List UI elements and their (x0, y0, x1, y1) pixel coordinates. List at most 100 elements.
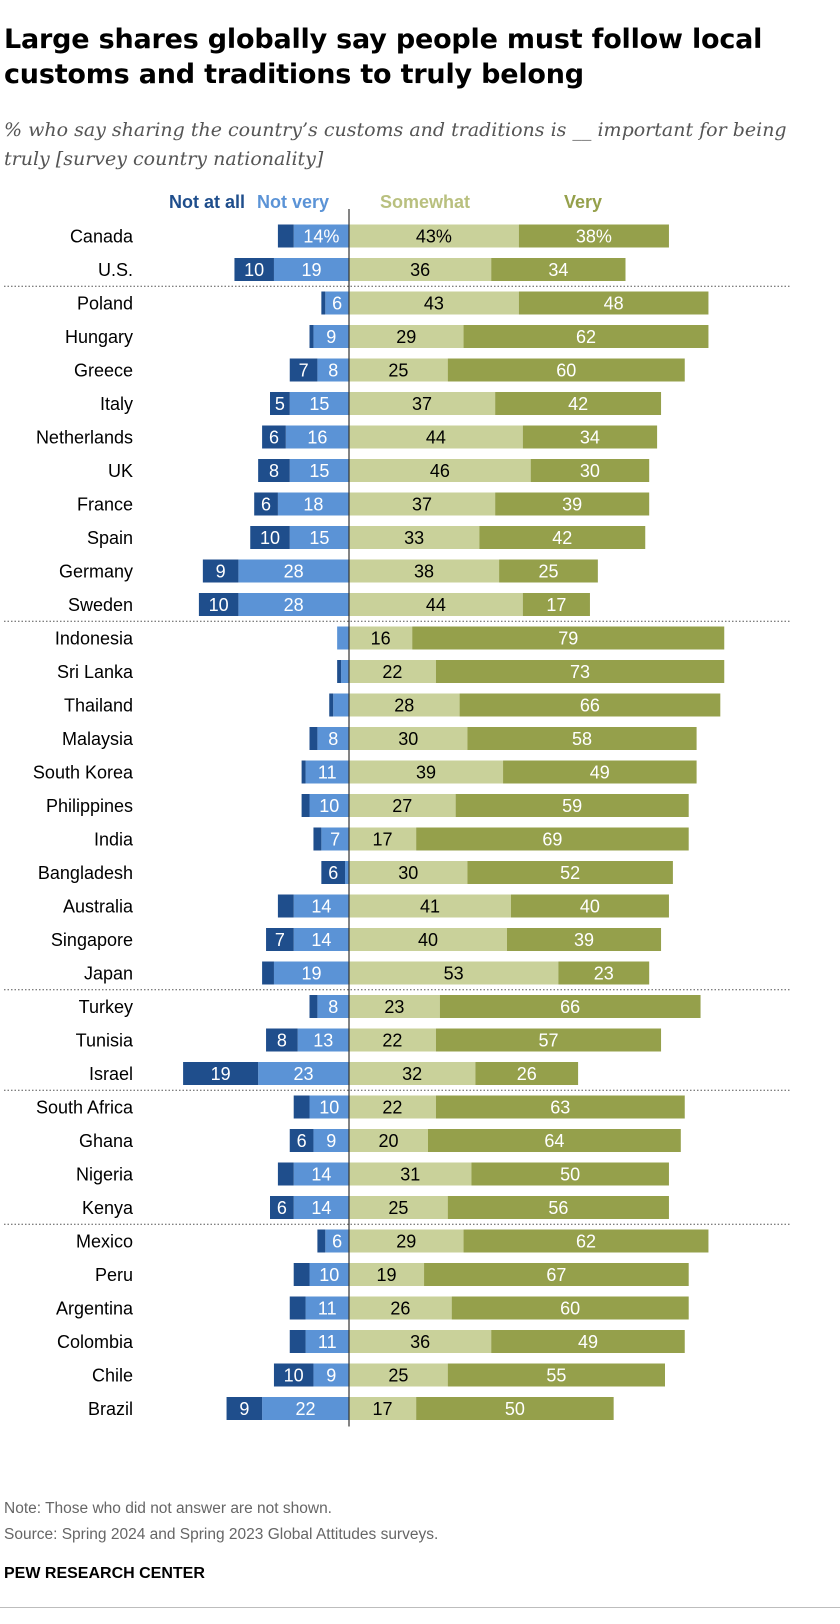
bar-not-at-all-canada (277, 224, 294, 248)
bar-not-very-chile (313, 1363, 349, 1387)
value-label-somewhat-kenya: 25 (388, 1198, 408, 1218)
bar-not-very-greece (317, 358, 349, 382)
bar-very-hungary (463, 325, 709, 348)
chart-source: Source: Spring 2024 and Spring 2023 Glob… (4, 1526, 439, 1543)
bar-not-very-brazil (262, 1397, 349, 1420)
bar-not-at-all-germany (202, 559, 239, 583)
value-label-very-spain: 42 (552, 528, 572, 548)
category-label-ghana: Ghana (79, 1131, 134, 1151)
bar-not-very-bangladesh (345, 861, 349, 884)
value-label-somewhat-u-s: 36 (410, 260, 430, 280)
value-label-very-israel: 26 (517, 1064, 537, 1084)
value-label-somewhat-argentina: 26 (390, 1299, 410, 1319)
bar-very-japan (558, 961, 650, 985)
value-label-very-ghana: 64 (544, 1131, 564, 1151)
bar-not-very-thailand (333, 693, 349, 717)
chart-note: Note: Those who did not answer are not s… (4, 1500, 332, 1517)
value-label-very-sri-lanka: 73 (570, 662, 590, 682)
value-label-not-at-all-bangladesh: 6 (328, 863, 338, 883)
bar-not-at-all-hungary (309, 325, 314, 348)
category-label-germany: Germany (59, 562, 133, 582)
bar-not-very-canada (293, 224, 349, 248)
bar-not-very-tunisia (297, 1028, 349, 1052)
bar-very-sri-lanka (435, 660, 725, 683)
value-label-not-at-all-spain: 10 (260, 528, 280, 548)
category-label-thailand: Thailand (64, 696, 133, 716)
legend-not-at-all: Not at all (169, 192, 245, 212)
value-label-not-very-peru: 10 (319, 1265, 339, 1285)
bar-very-uk (530, 459, 650, 482)
bar-very-ghana (428, 1129, 681, 1152)
bar-not-at-all-japan (262, 961, 274, 985)
category-label-peru: Peru (95, 1265, 133, 1285)
value-label-very-tunisia: 57 (538, 1031, 558, 1051)
bar-somewhat-kenya (349, 1196, 448, 1219)
bar-somewhat-indonesia (349, 626, 413, 650)
value-label-not-at-all-kenya: 6 (277, 1198, 287, 1218)
bar-not-at-all-thailand (329, 693, 334, 717)
bar-somewhat-uk (349, 459, 531, 482)
bar-not-very-italy (289, 392, 349, 415)
bar-not-very-colombia (305, 1330, 349, 1353)
bar-somewhat-colombia (349, 1330, 492, 1353)
legend-very: Very (564, 192, 602, 212)
bar-not-very-japan (273, 961, 349, 985)
bar-somewhat-bangladesh (349, 861, 468, 884)
chart-subtitle: % who say sharing the country’s customs … (4, 119, 787, 170)
value-label-somewhat-bangladesh: 30 (398, 863, 418, 883)
category-label-france: France (77, 495, 133, 515)
value-label-somewhat-canada: 43% (416, 227, 452, 247)
publisher-logo-text: PEW RESEARCH CENTER (4, 1565, 205, 1582)
bar-very-thailand (459, 693, 721, 717)
bar-not-at-all-greece (289, 358, 318, 382)
bar-somewhat-peru (349, 1263, 425, 1286)
bar-not-very-kenya (293, 1196, 349, 1219)
bar-not-very-philippines (309, 794, 349, 817)
category-label-sri-lanka: Sri Lanka (57, 662, 134, 682)
bar-not-at-all-italy (270, 392, 290, 415)
bar-very-spain (479, 526, 646, 549)
bar-very-france (495, 492, 650, 516)
bar-somewhat-poland (349, 291, 519, 315)
category-label-turkey: Turkey (79, 997, 133, 1017)
value-label-not-very-turkey: 8 (328, 997, 338, 1017)
bar-somewhat-ghana (349, 1129, 428, 1152)
bar-not-at-all-chile (273, 1363, 314, 1387)
value-label-somewhat-turkey: 23 (384, 997, 404, 1017)
category-label-mexico: Mexico (76, 1232, 133, 1252)
category-label-netherlands: Netherlands (36, 428, 133, 448)
bar-not-very-uk (289, 459, 349, 482)
bar-very-south-africa (435, 1095, 685, 1119)
value-label-very-hungary: 62 (576, 327, 596, 347)
bar-very-kenya (447, 1196, 669, 1219)
value-label-not-very-south-africa: 10 (319, 1098, 339, 1118)
value-label-not-very-mexico: 6 (332, 1232, 342, 1252)
bar-somewhat-netherlands (349, 425, 523, 449)
category-label-kenya: Kenya (82, 1198, 134, 1218)
bar-very-bangladesh (467, 861, 673, 884)
bar-not-at-all-sweden (198, 593, 239, 616)
value-label-somewhat-india: 17 (373, 830, 393, 850)
bar-somewhat-greece (349, 358, 448, 382)
bar-not-at-all-nigeria (277, 1162, 294, 1186)
bar-not-very-hungary (313, 325, 349, 348)
value-label-very-india: 69 (542, 830, 562, 850)
bar-not-at-all-u-s (234, 258, 274, 281)
bar-somewhat-sweden (349, 593, 523, 616)
category-label-bangladesh: Bangladesh (38, 863, 133, 883)
bar-somewhat-mexico (349, 1229, 464, 1253)
bar-very-brazil (416, 1397, 614, 1420)
value-label-not-very-malaysia: 8 (328, 729, 338, 749)
value-label-not-at-all-france: 6 (261, 495, 271, 515)
bar-very-mexico (463, 1229, 709, 1253)
value-label-not-very-chile: 9 (326, 1366, 336, 1386)
value-label-not-very-canada: 14% (303, 227, 339, 247)
value-label-somewhat-tunisia: 22 (382, 1031, 402, 1051)
bar-somewhat-singapore (349, 928, 507, 951)
bar-not-very-turkey (317, 995, 349, 1018)
value-label-not-very-germany: 28 (284, 562, 304, 582)
value-label-very-italy: 42 (568, 394, 588, 414)
bar-very-israel (475, 1062, 579, 1085)
value-label-somewhat-italy: 37 (412, 394, 432, 414)
value-label-very-colombia: 49 (578, 1332, 598, 1352)
